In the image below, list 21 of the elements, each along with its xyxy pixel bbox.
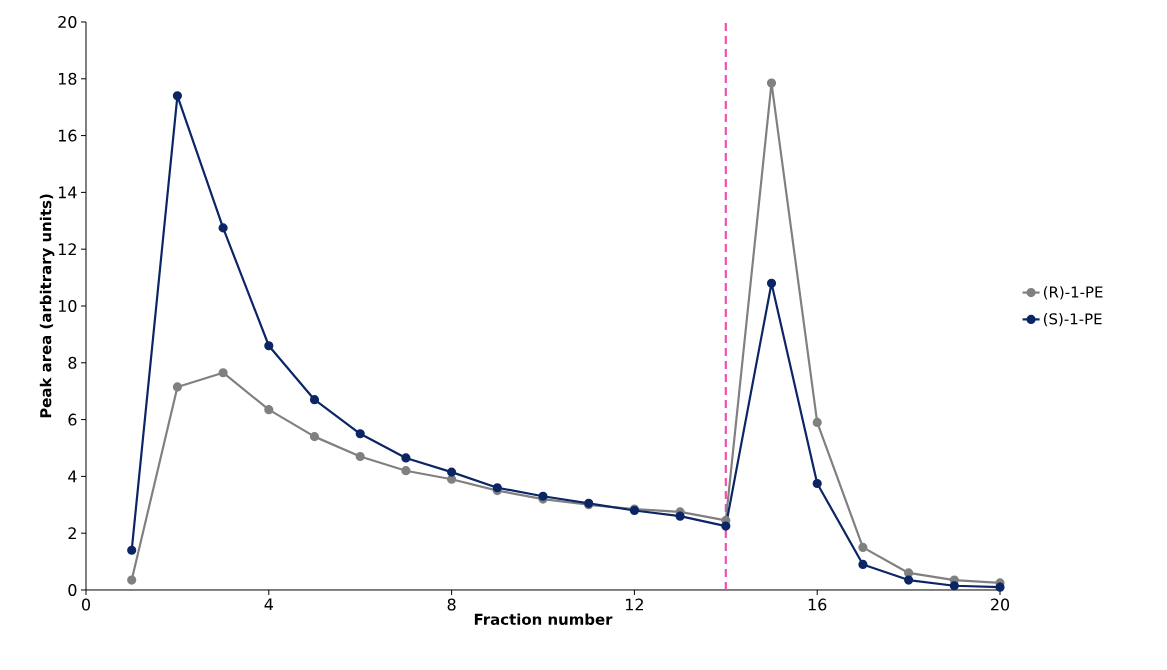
x-tick-label: 8 [447,598,456,611]
x-tick-label: 0 [81,598,91,611]
legend-label: (R)-1-PE [1043,286,1103,300]
y-tick-label: 8 [68,356,77,369]
x-axis-title: Fraction number [474,613,613,625]
x-tick-label: 12 [626,598,643,611]
y-tick-label: 18 [58,72,77,85]
x-tick-label: 4 [264,598,273,611]
x-tick-label: 20 [991,598,1010,611]
y-axis-title: Peak area (arbitrary units) [39,194,55,418]
y-tick-label: 4 [68,470,77,483]
y-tick-label: 12 [58,243,76,256]
y-tick-label: 20 [58,15,77,28]
y-tick-label: 0 [68,583,77,597]
y-tick-label: 2 [68,527,76,540]
y-tick-label: 10 [58,299,77,313]
x-tick-label: 16 [808,598,827,611]
y-tick-label: 16 [58,129,77,142]
y-tick-label: 6 [68,413,77,426]
legend-label: (S)-1-PE [1043,312,1102,327]
y-tick-label: 14 [58,186,77,199]
